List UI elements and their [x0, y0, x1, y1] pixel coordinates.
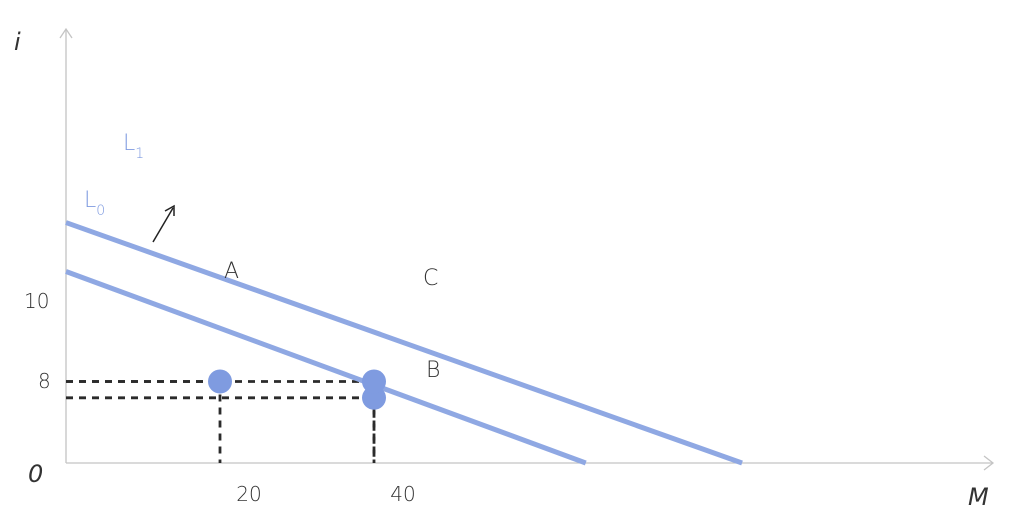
point-C — [362, 369, 386, 394]
x-tick-label-20: 20 — [236, 482, 261, 506]
y-axis-title: i — [14, 28, 21, 56]
curve-label-L0: L0 — [84, 188, 105, 219]
point-label-C: C — [423, 266, 438, 291]
x-axis-arrowhead — [983, 455, 995, 471]
y-tick-label-10: 10 — [24, 289, 49, 313]
demand-curve-L1 — [65, 220, 743, 466]
x-axis-title: M — [968, 483, 989, 511]
y-tick-label-8: 8 — [38, 369, 51, 393]
curve-label-L1: L1 — [123, 131, 144, 162]
y-axis-arrowhead — [59, 27, 73, 39]
point-label-B: B — [426, 358, 440, 383]
curve-label-L0-name: L — [84, 188, 96, 213]
curve-label-L0-subscript: 0 — [96, 203, 105, 219]
demand-curve-L0 — [65, 269, 587, 466]
equilibrium-points — [208, 369, 386, 410]
point-label-A: A — [224, 259, 239, 284]
guide-lines — [66, 380, 376, 463]
demand-curves — [65, 220, 743, 466]
shift-arrow — [152, 207, 174, 243]
curve-label-L1-subscript: 1 — [135, 146, 144, 162]
curve-label-L1-name: L — [123, 131, 135, 156]
shift-arrow-head — [164, 204, 175, 216]
x-tick-label-40: 40 — [390, 482, 415, 506]
point-A — [208, 369, 232, 394]
origin-label: 0 — [28, 460, 43, 488]
